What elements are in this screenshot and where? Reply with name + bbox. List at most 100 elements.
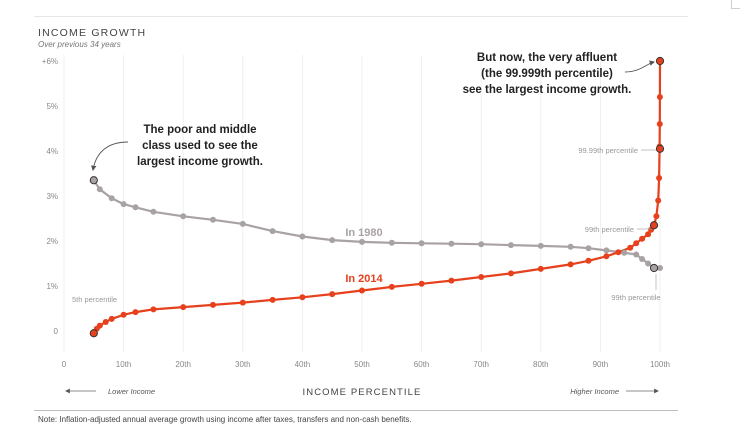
x-tick-label: 100th xyxy=(650,360,670,369)
x-tick-label: 20th xyxy=(175,360,191,369)
data-point xyxy=(269,228,276,235)
annotation-right-line-2: (the 99.999th percentile) xyxy=(481,68,613,80)
data-point xyxy=(508,270,514,277)
point-label-99th-percentile-2014: 99th percentile xyxy=(611,293,660,302)
data-point xyxy=(585,257,592,264)
data-point xyxy=(239,220,246,227)
data-point xyxy=(102,319,109,325)
data-point xyxy=(656,175,663,181)
chart-subtitle: Over previous 34 years xyxy=(38,40,121,49)
data-point xyxy=(120,201,127,208)
y-tick-label: 3% xyxy=(46,192,58,201)
chart-title: INCOME GROWTH xyxy=(38,27,147,39)
higher-income-note: Higher Income xyxy=(570,387,619,396)
data-point xyxy=(96,186,103,193)
data-point xyxy=(329,237,336,244)
data-point xyxy=(645,260,652,267)
annotation-right-line-3: see the largest income growth. xyxy=(463,84,632,96)
highlight-point-2014-5th xyxy=(89,329,98,338)
data-point xyxy=(621,249,628,256)
data-point xyxy=(656,94,663,100)
data-point xyxy=(478,274,485,280)
data-point xyxy=(108,315,115,322)
data-point xyxy=(639,256,646,262)
footer-note: Note: Inflation-adjusted annual average … xyxy=(38,415,412,424)
y-tick-label: 1% xyxy=(46,282,58,291)
data-point xyxy=(96,322,103,329)
top-rule xyxy=(34,16,688,17)
data-point xyxy=(567,261,574,268)
x-tick-label: 60th xyxy=(414,360,430,369)
annotation-left-arrow xyxy=(91,141,129,172)
data-point xyxy=(418,240,425,247)
highlight-point-2014-99999th xyxy=(655,56,665,66)
annotation-right-line-1: But now, the very affluent xyxy=(477,52,617,64)
data-point xyxy=(537,265,544,272)
data-point xyxy=(359,287,365,294)
y-tick-label: 0 xyxy=(54,327,59,336)
data-point xyxy=(210,216,216,223)
data-point xyxy=(639,235,646,242)
data-point xyxy=(388,283,395,290)
x-tick-label: 0 xyxy=(62,360,67,369)
data-point xyxy=(299,294,306,301)
x-tick-label: 50th xyxy=(354,360,370,369)
data-point xyxy=(108,195,115,202)
data-point xyxy=(388,239,395,246)
data-point xyxy=(656,121,663,127)
data-point xyxy=(299,233,306,240)
y-tick-label: 5% xyxy=(46,102,58,111)
data-point xyxy=(603,247,610,254)
annotation-left-line-3: largest income growth. xyxy=(137,156,263,168)
x-axis-title: INCOME PERCENTILE xyxy=(303,387,422,398)
highlight-point-2014-99th xyxy=(649,221,659,230)
data-point xyxy=(180,213,187,220)
point-label-5th-percentile: 5th percentile xyxy=(72,295,117,304)
footer-rule xyxy=(34,410,678,411)
data-point xyxy=(537,242,544,249)
data-point xyxy=(567,243,574,250)
y-tick-label: +6% xyxy=(42,57,58,66)
data-point xyxy=(150,306,157,313)
data-point xyxy=(627,244,634,251)
series-label-2014: In 2014 xyxy=(345,273,383,285)
data-point xyxy=(132,309,139,316)
annotation-right-arrow xyxy=(624,60,656,73)
x-tick-label: 70th xyxy=(473,360,489,369)
x-tick-label: 10th xyxy=(116,360,132,369)
series-line xyxy=(92,179,660,270)
data-point xyxy=(657,265,663,271)
point-label-99-99th-percentile: 99.99th percentile xyxy=(578,146,638,155)
x-tick-label: 40th xyxy=(295,360,311,369)
series-line xyxy=(92,60,662,334)
data-point xyxy=(329,291,336,298)
highlight-point-2014-9999th xyxy=(655,144,665,153)
data-point xyxy=(615,249,622,256)
data-point xyxy=(448,240,455,247)
y-tick-label: 2% xyxy=(46,237,58,246)
data-point xyxy=(132,204,139,211)
data-point xyxy=(645,231,652,238)
data-point xyxy=(653,213,660,220)
data-point xyxy=(359,238,365,245)
data-point xyxy=(150,208,157,215)
data-point xyxy=(269,296,276,303)
data-point xyxy=(603,253,610,260)
annotation-left-line-2: class used to see the xyxy=(142,140,258,152)
x-tick-label: 90th xyxy=(593,360,609,369)
x-tick-label: 80th xyxy=(533,360,549,369)
data-point xyxy=(478,241,485,248)
data-point xyxy=(448,277,455,284)
data-point xyxy=(633,251,640,258)
point-label-99th-percentile-1980: 99th percentile xyxy=(585,225,634,234)
data-point xyxy=(508,242,514,249)
x-tick-label: 30th xyxy=(235,360,251,369)
annotation-left-line-1: The poor and middle xyxy=(143,124,256,136)
data-point xyxy=(655,197,662,204)
data-point xyxy=(633,240,640,247)
data-point xyxy=(180,304,187,311)
highlight-point-1980-99th xyxy=(649,263,659,273)
data-point xyxy=(585,245,592,252)
